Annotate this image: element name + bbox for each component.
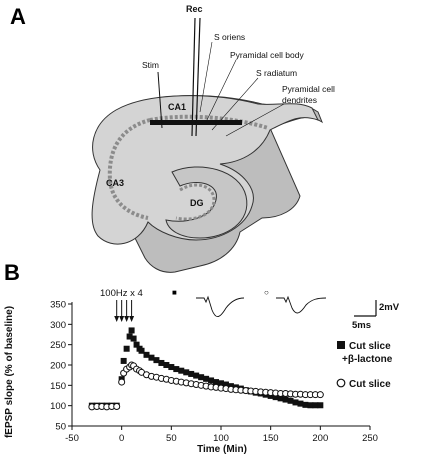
data-point-beta-lactone: [292, 399, 299, 406]
rec-electrode: [191, 17, 196, 137]
data-point-beta-lactone: [198, 374, 205, 381]
x-tick-label: 50: [166, 433, 177, 444]
data-point-beta-lactone: [163, 362, 170, 368]
y-tick-label: 150: [50, 381, 66, 392]
y-tick-label: 350: [50, 300, 66, 311]
x-axis-title: Time (Min): [197, 444, 247, 455]
stim-arrow-head: [114, 316, 120, 322]
stim-electrode: [157, 71, 163, 129]
plot-series: [88, 327, 324, 411]
rec-electrode-2: [195, 17, 201, 137]
data-point-beta-lactone: [143, 351, 150, 358]
data-point-beta-lactone: [277, 395, 284, 402]
panel-b-letter: B: [4, 260, 20, 285]
data-point-beta-lactone: [307, 402, 314, 409]
panel-a: A Rec Stim S oriens: [10, 4, 335, 273]
x-tick-label: 250: [362, 433, 378, 444]
data-point-beta-lactone: [126, 333, 133, 340]
ca1-label: CA1: [168, 102, 186, 112]
data-point-beta-lactone: [312, 402, 319, 409]
data-point-beta-lactone: [287, 397, 294, 404]
data-point-beta-lactone: [218, 380, 224, 387]
x-tick-label: 0: [119, 433, 124, 444]
scale-bar: 2mV 5ms: [352, 300, 400, 331]
data-point-cut-slice: [113, 402, 121, 410]
y-tick-label: 250: [50, 340, 66, 351]
dg-label: DG: [190, 198, 204, 208]
dendrites-label-2: dendrites: [282, 95, 317, 105]
legend-label-2a: Cut slice: [349, 379, 391, 390]
data-point-beta-lactone: [213, 379, 220, 386]
data-point-beta-lactone: [317, 402, 324, 409]
data-point-beta-lactone: [302, 401, 309, 408]
data-point-beta-lactone: [130, 335, 137, 342]
leader-radiatum: [211, 77, 259, 131]
data-point-beta-lactone: [193, 372, 200, 379]
legend-label-1b: +β-lactone: [342, 354, 393, 365]
dentate-gyrus-lobe: [165, 166, 248, 239]
legend-label-1a: Cut slice: [349, 341, 391, 352]
s-oriens-label: S oriens: [214, 32, 245, 42]
hippocampus-diagram: Rec Stim S oriens Pyramidal cell body S …: [91, 4, 335, 273]
x-tick-label: 200: [312, 433, 328, 444]
data-point-beta-lactone: [222, 381, 229, 388]
leader-dendrites: [225, 103, 285, 137]
data-point-beta-lactone: [188, 370, 195, 377]
scale-voltage: 2mV: [379, 302, 400, 313]
trace-beta-lactone: [196, 295, 245, 317]
trace-cut-slice: [276, 295, 327, 314]
data-point-beta-lactone: [297, 400, 304, 407]
y-tick-label: 100: [50, 401, 66, 412]
y-tick-label: 300: [50, 320, 66, 331]
stim-arrow-head: [129, 316, 135, 322]
data-point-beta-lactone: [120, 357, 127, 364]
legend-marker-filled-square: [337, 341, 345, 349]
y-tick-label: 50: [55, 422, 66, 433]
data-point-cut-slice: [118, 378, 126, 386]
data-point-beta-lactone: [173, 366, 180, 373]
stim-arrow-head: [119, 316, 125, 322]
trace-marker-open: ○: [264, 288, 269, 297]
panel-a-letter: A: [10, 4, 26, 29]
data-point-beta-lactone: [133, 341, 140, 348]
x-tick-label: 150: [263, 433, 279, 444]
data-point-beta-lactone: [148, 354, 155, 361]
stim-arrows: [114, 300, 135, 322]
legend-marker-open-circle: [336, 378, 346, 388]
trace-marker-filled: ■: [172, 288, 177, 297]
stim-label: Stim: [142, 60, 159, 70]
pyramidal-cell-layer: [107, 114, 269, 220]
stim-arrow-head: [124, 316, 130, 322]
x-tick-label: 100: [213, 433, 229, 444]
data-point-beta-lactone: [272, 394, 279, 401]
pyramidal-cell-body-label: Pyramidal cell body: [230, 50, 304, 60]
data-point-beta-lactone: [208, 377, 215, 384]
data-point-beta-lactone: [183, 369, 190, 376]
data-point-beta-lactone: [138, 347, 145, 354]
panel-b: B 100Hz x 4 ■ ○ 2mV 5ms 50 100 150 200 250 30…: [4, 260, 400, 455]
legend: Cut slice +β-lactone Cut slice: [336, 341, 393, 390]
leader-cell-body: [205, 59, 237, 123]
stim-annotation: 100Hz x 4: [100, 288, 143, 299]
data-point-beta-lactone: [168, 364, 175, 371]
dendrites-label-1: Pyramidal cell: [282, 84, 335, 94]
plot-axes: 50 100 150 200 250 300 350 -50 0 50 100 150 200 250: [50, 300, 378, 445]
data-point-beta-lactone: [178, 367, 185, 374]
leader-oriens: [199, 41, 213, 113]
y-tick-label: 200: [50, 361, 66, 372]
s-radiatum-label: S radiatum: [256, 68, 297, 78]
data-point-beta-lactone: [153, 357, 160, 364]
x-tick-label: -50: [65, 433, 79, 444]
data-point-beta-lactone: [123, 345, 130, 352]
scale-time: 5ms: [352, 320, 371, 331]
y-axis-title: fEPSP slope (% of baseline): [4, 306, 15, 438]
rec-label: Rec: [186, 4, 203, 14]
data-point-beta-lactone: [128, 327, 135, 334]
data-point-beta-lactone: [158, 359, 165, 366]
data-point-beta-lactone: [203, 375, 210, 382]
data-point-beta-lactone: [282, 396, 289, 403]
ca3-label: CA3: [106, 178, 124, 188]
data-point-cut-slice: [316, 391, 324, 399]
